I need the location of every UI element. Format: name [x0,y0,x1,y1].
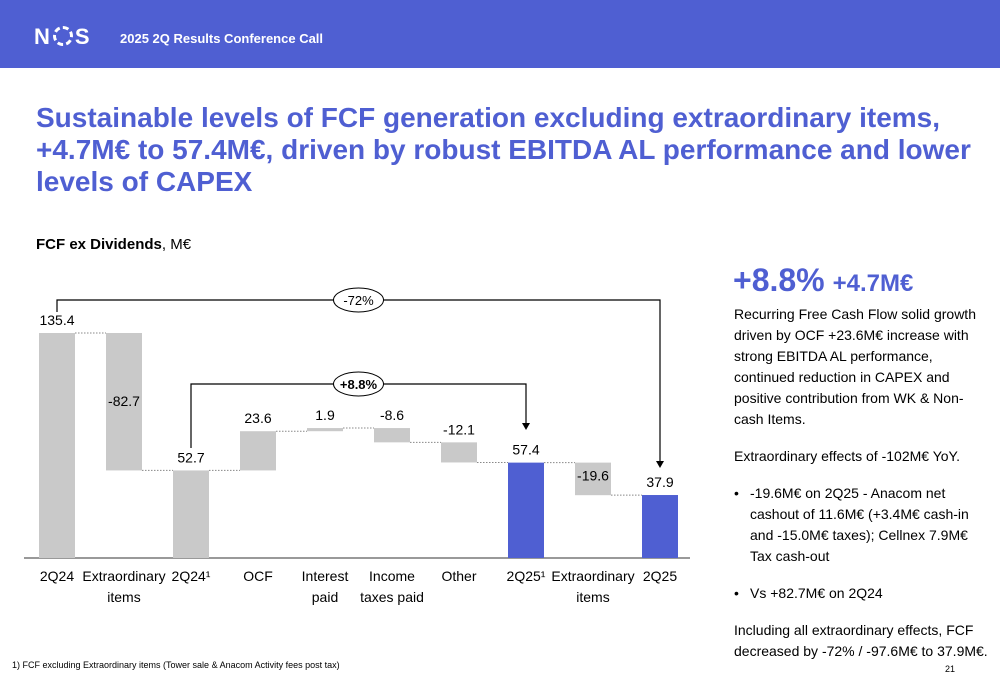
commentary-p2: Extraordinary effects of -102M€ YoY. [734,448,960,464]
bar-1 [106,333,142,471]
commentary-bullet-2: Vs +82.7M€ on 2Q24 [734,583,989,604]
annotation-72-arrow-icon [656,461,664,468]
annotation-88-arrow-icon [522,423,530,430]
annotation-88-label: +8.8% [340,377,378,392]
chart-subtitle: FCF ex Dividends, M€ [36,236,191,253]
kpi-abs: +4.7M€ [832,270,914,297]
page-number: 21 [945,664,956,674]
tick-label-8-0: Extraordinary [551,568,634,584]
header-title: 2025 2Q Results Conference Call [120,31,324,46]
chart-subtitle-bold: FCF ex Dividends [36,236,162,253]
tick-label-8-1: items [576,589,609,605]
data-label-3: 23.6 [244,410,271,426]
commentary-p3: Including all extraordinary effects, FCF… [734,622,988,659]
commentary-bullet-1: -19.6M€ on 2Q25 - Anacom net cashout of … [734,483,989,567]
annotation-72-label: -72% [343,293,374,308]
tick-label-6-0: Other [441,568,476,584]
tick-label-4-0: Interest [302,568,349,584]
data-label-1: -82.7 [108,393,140,409]
tick-label-5-1: taxes paid [360,589,424,605]
bar-5 [374,428,410,443]
data-label-2: 52.7 [177,449,204,465]
bar-8 [575,462,611,496]
kpi-pct: +8.8% [733,262,825,298]
data-label-6: -12.1 [443,421,475,437]
bar-9 [642,495,678,558]
data-label-9: 37.9 [646,474,673,490]
bar-4 [307,428,343,432]
data-label-7: 57.4 [512,442,539,458]
tick-label-5-0: Income [369,568,415,584]
footnote: 1) FCF excluding Extraordinary items (To… [12,660,340,670]
tick-label-4-1: paid [312,589,338,605]
tick-label-0-0: 2Q24 [40,568,74,584]
tick-label-7-0: 2Q25¹ [507,568,546,584]
annotation-88-bubble [333,371,384,397]
data-label-4: 1.9 [315,407,335,423]
waterfall-chart: 135.4 2Q24 -82.7 Extraordinary items 52.7 2Q24… [24,287,690,605]
chart-subtitle-unit: , M€ [161,236,192,253]
data-label-5: -8.6 [380,407,404,423]
page-title: Sustainable levels of FCF generation exc… [36,102,971,197]
tick-label-1-0: Extraordinary [82,568,165,584]
annotation-72-bubble [333,287,384,313]
data-label-8: -19.6 [577,468,609,484]
tick-label-9-0: 2Q25 [643,568,677,584]
tick-label-2-0: 2Q24¹ [172,568,211,584]
bar-0 [39,333,75,558]
data-label-0: 135.4 [39,312,74,328]
bar-2 [173,470,209,558]
commentary-p1: Recurring Free Cash Flow solid growth dr… [734,306,976,427]
bar-7 [508,462,544,558]
kpi-headline: +8.8% +4.7M€ [733,262,913,299]
commentary: Recurring Free Cash Flow solid growth dr… [734,304,989,678]
tick-label-1-1: items [107,589,140,605]
bar-3 [240,431,276,471]
tick-label-3-0: OCF [243,568,273,584]
bar-6 [441,442,477,463]
